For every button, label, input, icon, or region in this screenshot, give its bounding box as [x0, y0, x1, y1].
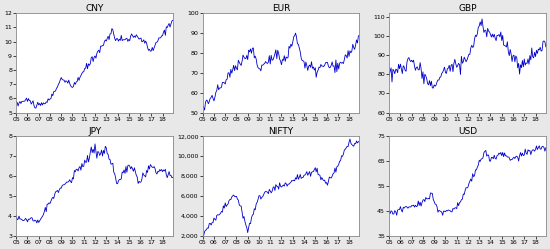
- Title: NIFTY: NIFTY: [268, 127, 294, 136]
- Title: USD: USD: [458, 127, 477, 136]
- Title: EUR: EUR: [272, 4, 290, 13]
- Title: GBP: GBP: [458, 4, 477, 13]
- Title: CNY: CNY: [85, 4, 104, 13]
- Title: JPY: JPY: [88, 127, 101, 136]
